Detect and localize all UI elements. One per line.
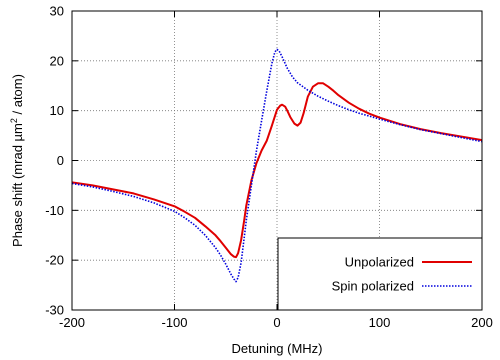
series-line-1 xyxy=(71,82,483,259)
x-axis-label: Detuning (MHz) xyxy=(231,341,322,356)
x-tick-label: 0 xyxy=(273,315,280,330)
y-axis-label-suffix: / atom) xyxy=(10,74,25,118)
x-tick-label: -200 xyxy=(59,315,85,330)
x-tick-label: 200 xyxy=(471,315,493,330)
y-tick-label: 10 xyxy=(50,103,64,118)
y-tick-label: -20 xyxy=(45,253,64,268)
y-tick-label: 20 xyxy=(50,53,64,68)
x-tick-label: -100 xyxy=(161,315,187,330)
y-tick-label: -10 xyxy=(45,203,64,218)
legend-box xyxy=(277,237,483,311)
y-tick-label: 0 xyxy=(57,153,64,168)
legend: Unpolarized Spin polarized xyxy=(277,237,483,311)
y-tick-label: 30 xyxy=(50,4,64,19)
y-axis-label-main: Phase shift (mrad µm xyxy=(10,123,25,247)
series-layer xyxy=(71,48,483,283)
y-axis-label: Phase shift (mrad µm2 / atom) xyxy=(9,74,25,247)
x-tick-label: 100 xyxy=(369,315,391,330)
legend-label-2: Spin polarized xyxy=(332,279,414,294)
legend-label-1: Unpolarized xyxy=(345,255,414,270)
y-axis-label-superscript: 2 xyxy=(9,118,19,123)
y-tick-label: -30 xyxy=(45,303,64,318)
